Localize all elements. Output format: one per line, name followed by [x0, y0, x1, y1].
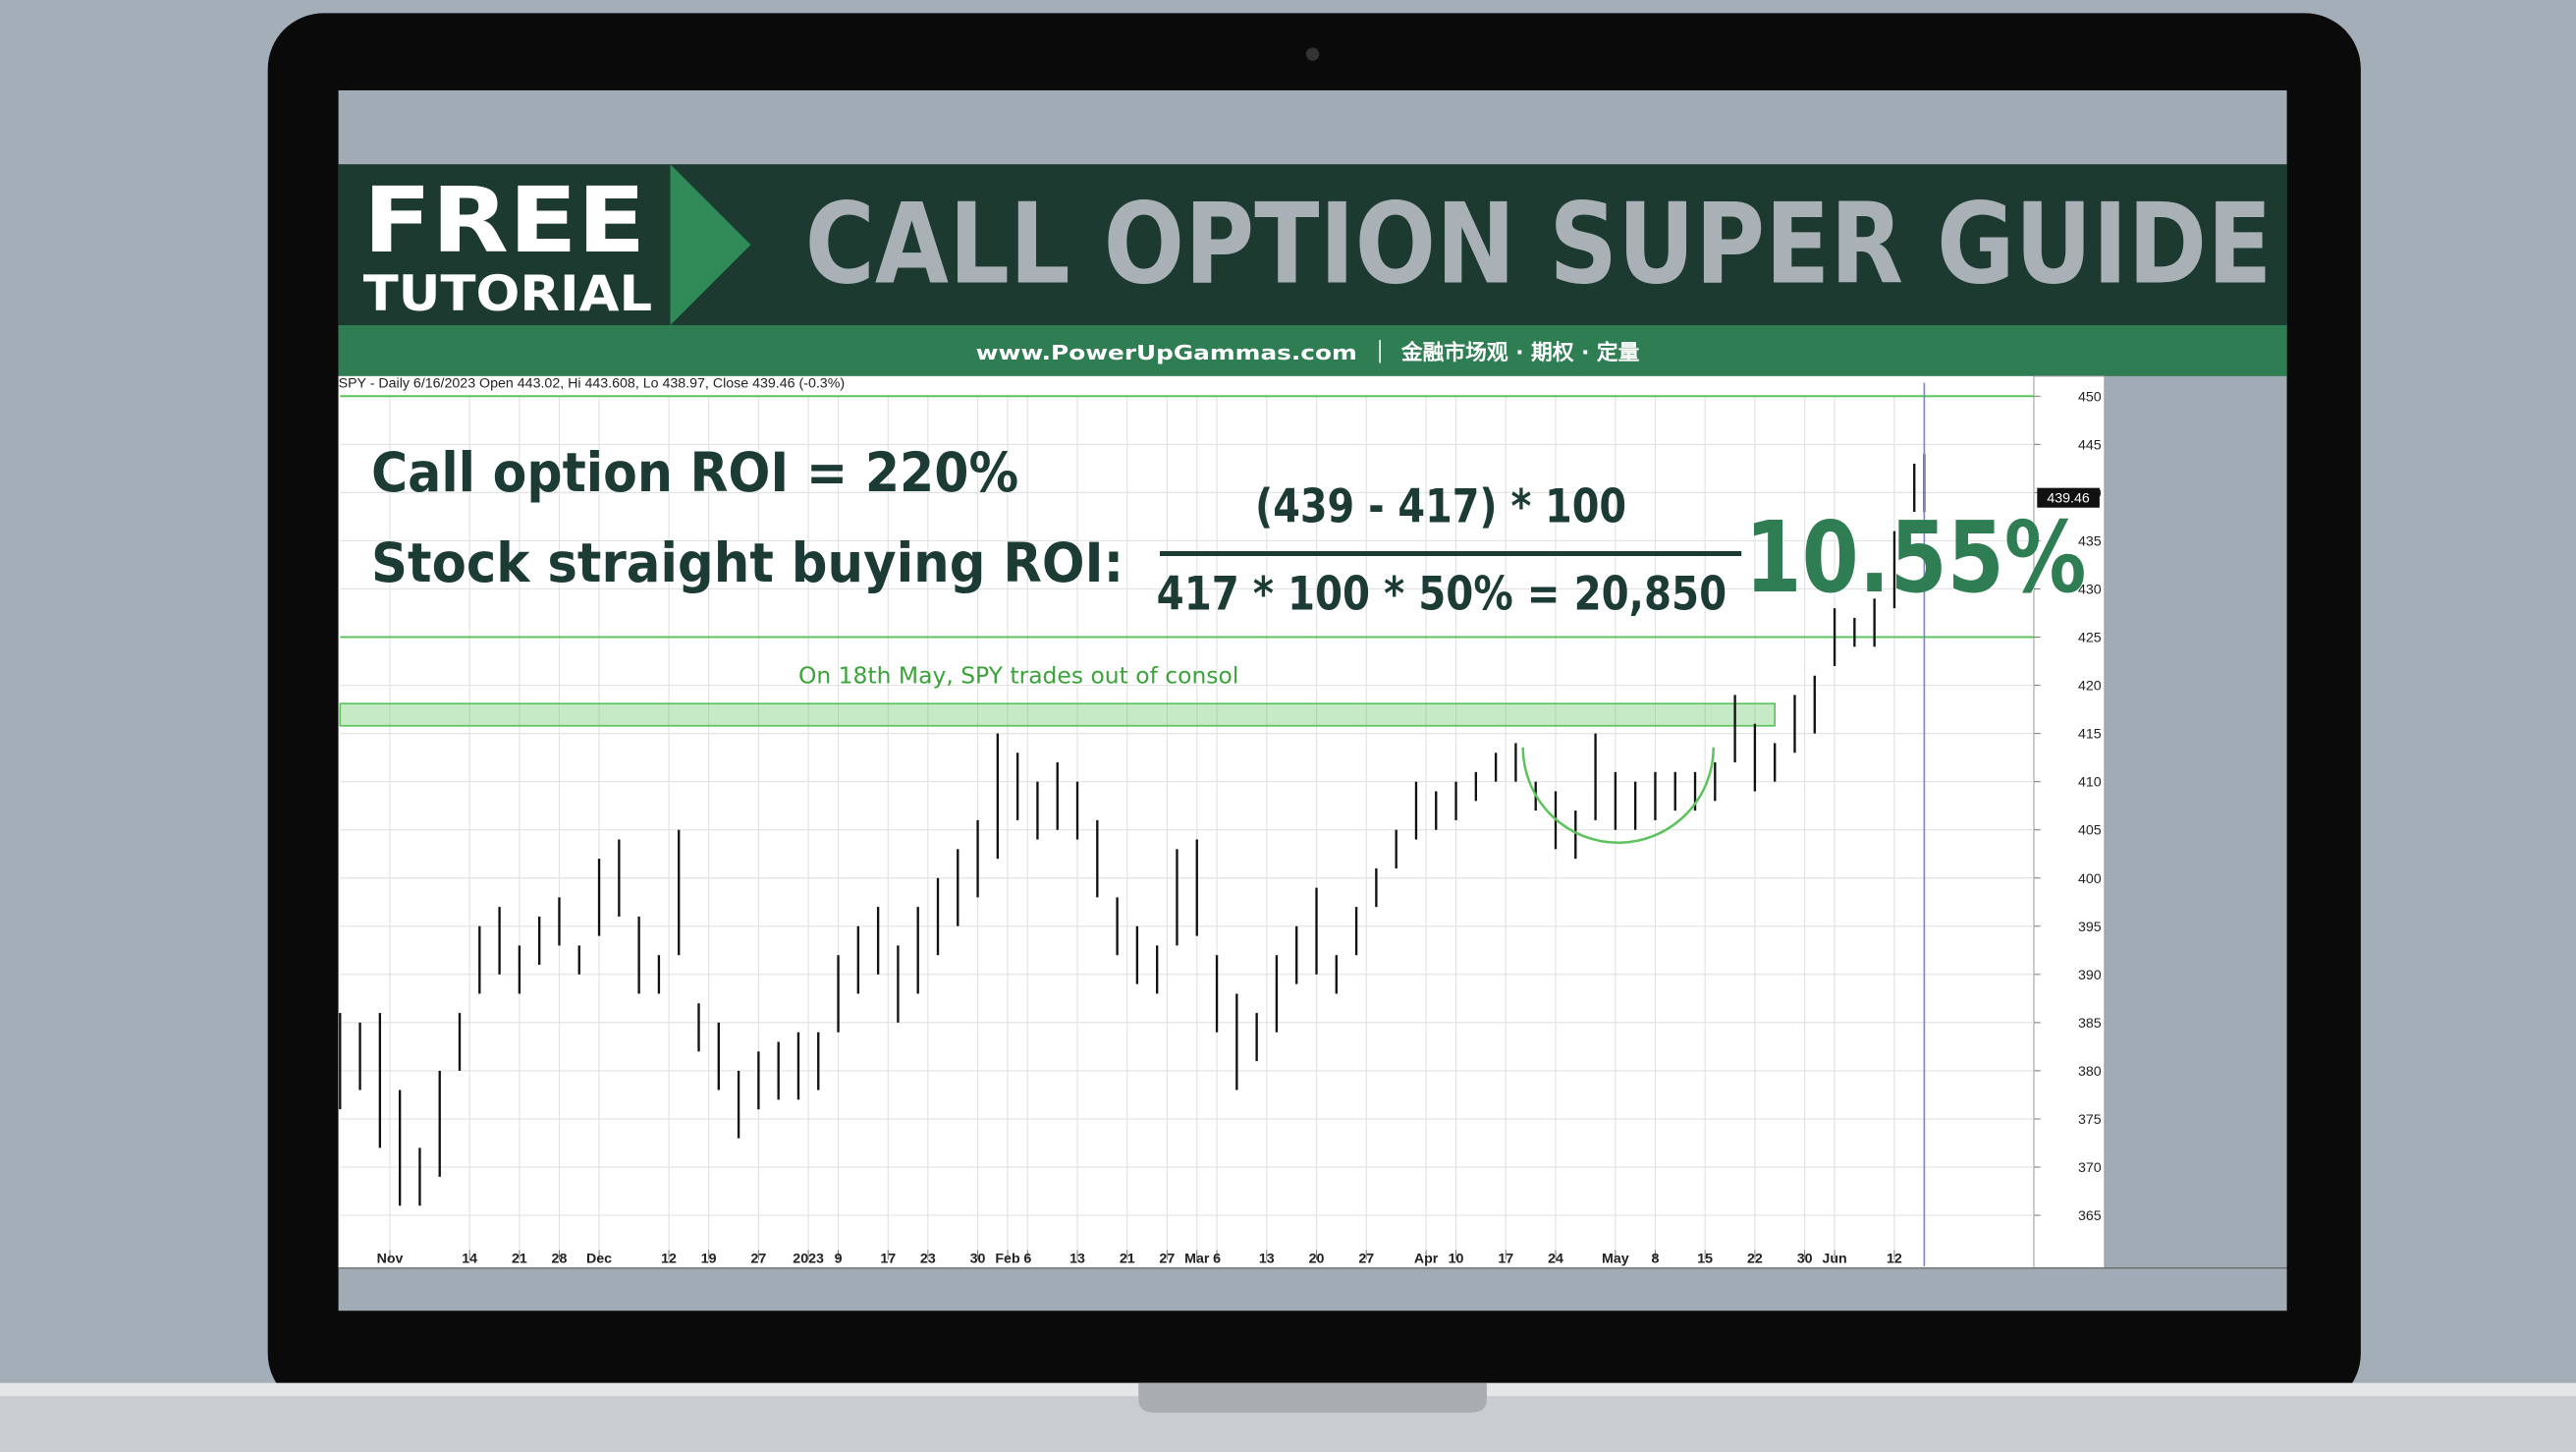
stock-roi-label: Stock straight buying ROI: [371, 532, 1124, 595]
x-tick-label: 20 [1309, 1252, 1325, 1267]
x-tick-label: Mar [1184, 1252, 1210, 1267]
laptop-notch [1138, 1383, 1487, 1413]
x-tick-label: 30 [970, 1252, 986, 1267]
chart-title: SPY - Daily 6/16/2023 Open 443.02, Hi 44… [339, 376, 845, 392]
y-tick-label: 395 [2078, 920, 2102, 935]
numerator: (439 - 417) * 100 [1255, 481, 1626, 534]
y-tick-label: 420 [2078, 679, 2102, 695]
badge-bottom: TUTORIAL [363, 264, 652, 322]
y-tick-label: 445 [2078, 437, 2102, 453]
x-tick-label: 12 [1887, 1252, 1902, 1267]
roi-result: 10.55% [1745, 500, 2087, 615]
y-tick-label: 415 [2078, 727, 2102, 743]
x-tick-label: 6 [1213, 1252, 1221, 1267]
x-tick-label: 30 [1797, 1252, 1813, 1267]
denominator: 417 * 100 * 50% = 20,850 [1157, 568, 1726, 621]
x-tick-label: 8 [1651, 1252, 1659, 1267]
x-tick-label: 27 [750, 1252, 766, 1267]
x-tick-label: 27 [1358, 1252, 1374, 1267]
y-tick-label: 400 [2078, 871, 2102, 887]
site-tagline: 金融市场观 · 期权 · 定量 [1400, 340, 1640, 365]
x-tick-label: 15 [1697, 1252, 1713, 1267]
x-tick-label: 17 [1498, 1252, 1513, 1267]
x-tick-label: 28 [552, 1252, 568, 1267]
laptop-screenshot: FREE TUTORIAL CALL OPTION SUPER GUIDE ww… [0, 0, 2576, 1452]
x-tick-label: 22 [1747, 1252, 1763, 1267]
header-title: CALL OPTION SUPER GUIDE [805, 179, 2273, 309]
y-tick-label: 380 [2078, 1064, 2102, 1080]
x-tick-label: 21 [512, 1252, 527, 1267]
page: { "header": { "badge_top": "FREE", "badg… [0, 0, 2576, 1452]
x-tick-label: 13 [1069, 1252, 1085, 1267]
x-tick-label: 19 [701, 1252, 717, 1267]
x-tick-label: 9 [835, 1252, 843, 1267]
badge-top: FREE [363, 168, 646, 273]
y-tick-label: 405 [2078, 823, 2102, 839]
x-tick-label: Dec [586, 1252, 612, 1267]
camera [1306, 47, 1319, 60]
site-url: www.PowerUpGammas.com [976, 341, 1357, 364]
y-tick-label: 450 [2078, 389, 2102, 405]
y-tick-label: 425 [2078, 631, 2102, 646]
y-tick-label: 410 [2078, 775, 2102, 791]
consolidation-zone [340, 703, 1775, 726]
x-tick-label: Nov [377, 1252, 404, 1267]
y-tick-label: 390 [2078, 968, 2102, 983]
x-tick-label: 21 [1120, 1252, 1135, 1267]
x-tick-label: 6 [1023, 1252, 1031, 1267]
x-tick-label: 23 [920, 1252, 936, 1267]
x-tick-label: 24 [1548, 1252, 1563, 1267]
x-tick-label: Apr [1414, 1252, 1439, 1267]
x-tick-label: 17 [880, 1252, 896, 1267]
x-tick-label: 14 [462, 1252, 477, 1267]
call-roi: Call option ROI = 220% [371, 442, 1018, 505]
x-tick-label: Jun [1822, 1252, 1846, 1267]
y-tick-label: 385 [2078, 1016, 2102, 1032]
x-tick-label: 13 [1259, 1252, 1275, 1267]
x-tick-label: 27 [1159, 1252, 1175, 1267]
x-tick-label: 10 [1449, 1252, 1464, 1267]
annotation: On 18th May, SPY trades out of consol [798, 662, 1238, 690]
x-tick-label: Feb [995, 1252, 1020, 1267]
x-tick-label: 12 [661, 1252, 677, 1267]
y-tick-label: 375 [2078, 1112, 2102, 1128]
x-tick-label: May [1602, 1252, 1629, 1267]
x-tick-label: 2023 [793, 1252, 824, 1267]
y-tick-label: 370 [2078, 1160, 2102, 1176]
y-tick-label: 365 [2078, 1208, 2102, 1224]
